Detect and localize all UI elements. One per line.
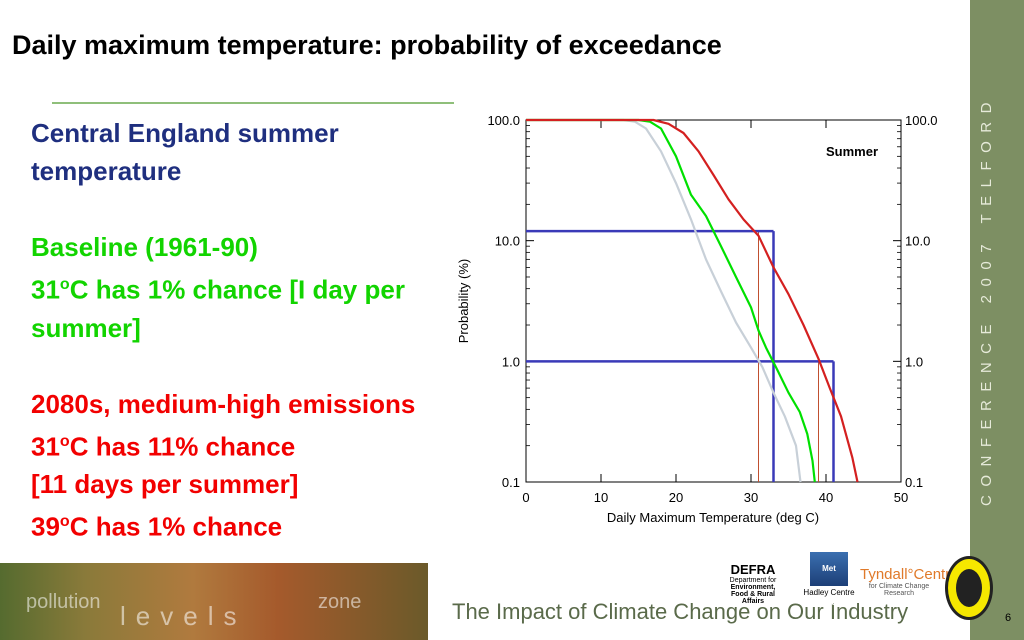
defra-logo: DEFRA Department for Environment, Food &… [720,562,786,605]
series-lines [526,118,859,483]
defra-name: DEFRA [730,562,776,577]
baseline-title: Baseline (1961-90) [31,232,258,262]
exceedance-chart: 0 10 20 30 40 50 100.0 100.0 10.0 10.0 1.0 1.0 0.1 0.… [456,113,938,525]
series-line-other [526,118,802,483]
tyndall-logo: Tyndall°Centre for Climate Change Resear… [860,566,959,597]
baseline-temp: 31 [31,274,60,305]
x-axis-label: Daily Maximum Temperature (deg C) [607,510,819,525]
side-band: CONFERENCE 2007 TELFORD [970,0,1024,640]
tyndall-sub: for Climate Change Research [868,583,930,597]
tagline: The Impact of Climate Change on Our Indu… [452,599,909,624]
y-tick-label-left: 0.1 [502,475,520,490]
text-block: Central England summer temperature Basel… [31,114,451,546]
x-tick-label: 30 [744,490,758,505]
met-office-badge: Met Office [810,552,848,607]
y-tick-label-left: 100.0 [487,113,520,128]
title-underline [52,102,454,104]
badge-center [956,569,982,607]
strip-word-3: zone [318,591,362,613]
bottom-photo-strip: pollution levels zone [0,563,428,640]
series-line-baseline [526,118,816,483]
y-tick-label-right: 100.0 [905,113,938,128]
future-desc-1: C has 11% chance [69,431,296,462]
conference-side-text: CONFERENCE 2007 TELFORD [978,94,995,506]
baseline-line: 31oC has 1% chance [I day per summer] [31,266,451,347]
future-title: 2080s, medium-high emissions [31,388,416,419]
strip-word-2: levels [120,601,247,631]
strip-word-1: pollution [26,591,101,613]
defra-line-1: Department for [729,577,777,584]
future-line-1: 31oC has 11% chance [31,423,451,466]
heading-text: Central England summer temperature [31,118,339,186]
spacer [31,347,451,385]
degree-sup: o [59,513,70,531]
x-tick-label: 20 [669,490,683,505]
page-number: 6 [1005,612,1012,624]
x-tick-label: 40 [819,490,833,505]
baseline-desc: C has 1% chance [I day per summer] [31,274,405,343]
series-line-future [526,118,859,483]
tyndall-name: Tyndall°Centre [860,566,959,583]
x-tick-label: 50 [894,490,908,505]
hadley-centre-text: Hadley Centre [803,588,855,597]
guide-lines [526,229,835,482]
y-tick-label-left: 1.0 [502,354,520,369]
defra-line-3: Food & Rural Affairs [731,591,775,605]
y-tick-label-left: 10.0 [495,234,520,249]
y-tick-label-right: 0.1 [905,475,923,490]
chart-title: Summer [826,144,878,159]
future-line-3: 39oC has 1% chance [31,503,451,546]
y-tick-label-right: 1.0 [905,354,923,369]
defra-line-2: Environment, [730,584,776,591]
future-temp-1: 31 [31,431,60,462]
plot-frame [525,119,902,483]
future-line-2: [11 days per summer] [31,469,299,500]
y-tick-label-right: 10.0 [905,234,930,249]
met-office-logo: Met Office Hadley Centre [800,552,858,607]
future-temp-3: 39 [31,511,60,542]
y-axis-label: Probability (%) [456,259,471,344]
x-tick-label: 10 [594,490,608,505]
spacer [31,190,451,228]
x-tick-label: 0 [522,490,529,505]
institute-badge-icon [945,556,993,620]
future-desc-3: C has 1% chance [69,511,283,542]
degree-sup: o [59,276,70,293]
degree-sup: o [59,432,70,450]
slide-title: Daily maximum temperature: probability o… [12,30,722,60]
